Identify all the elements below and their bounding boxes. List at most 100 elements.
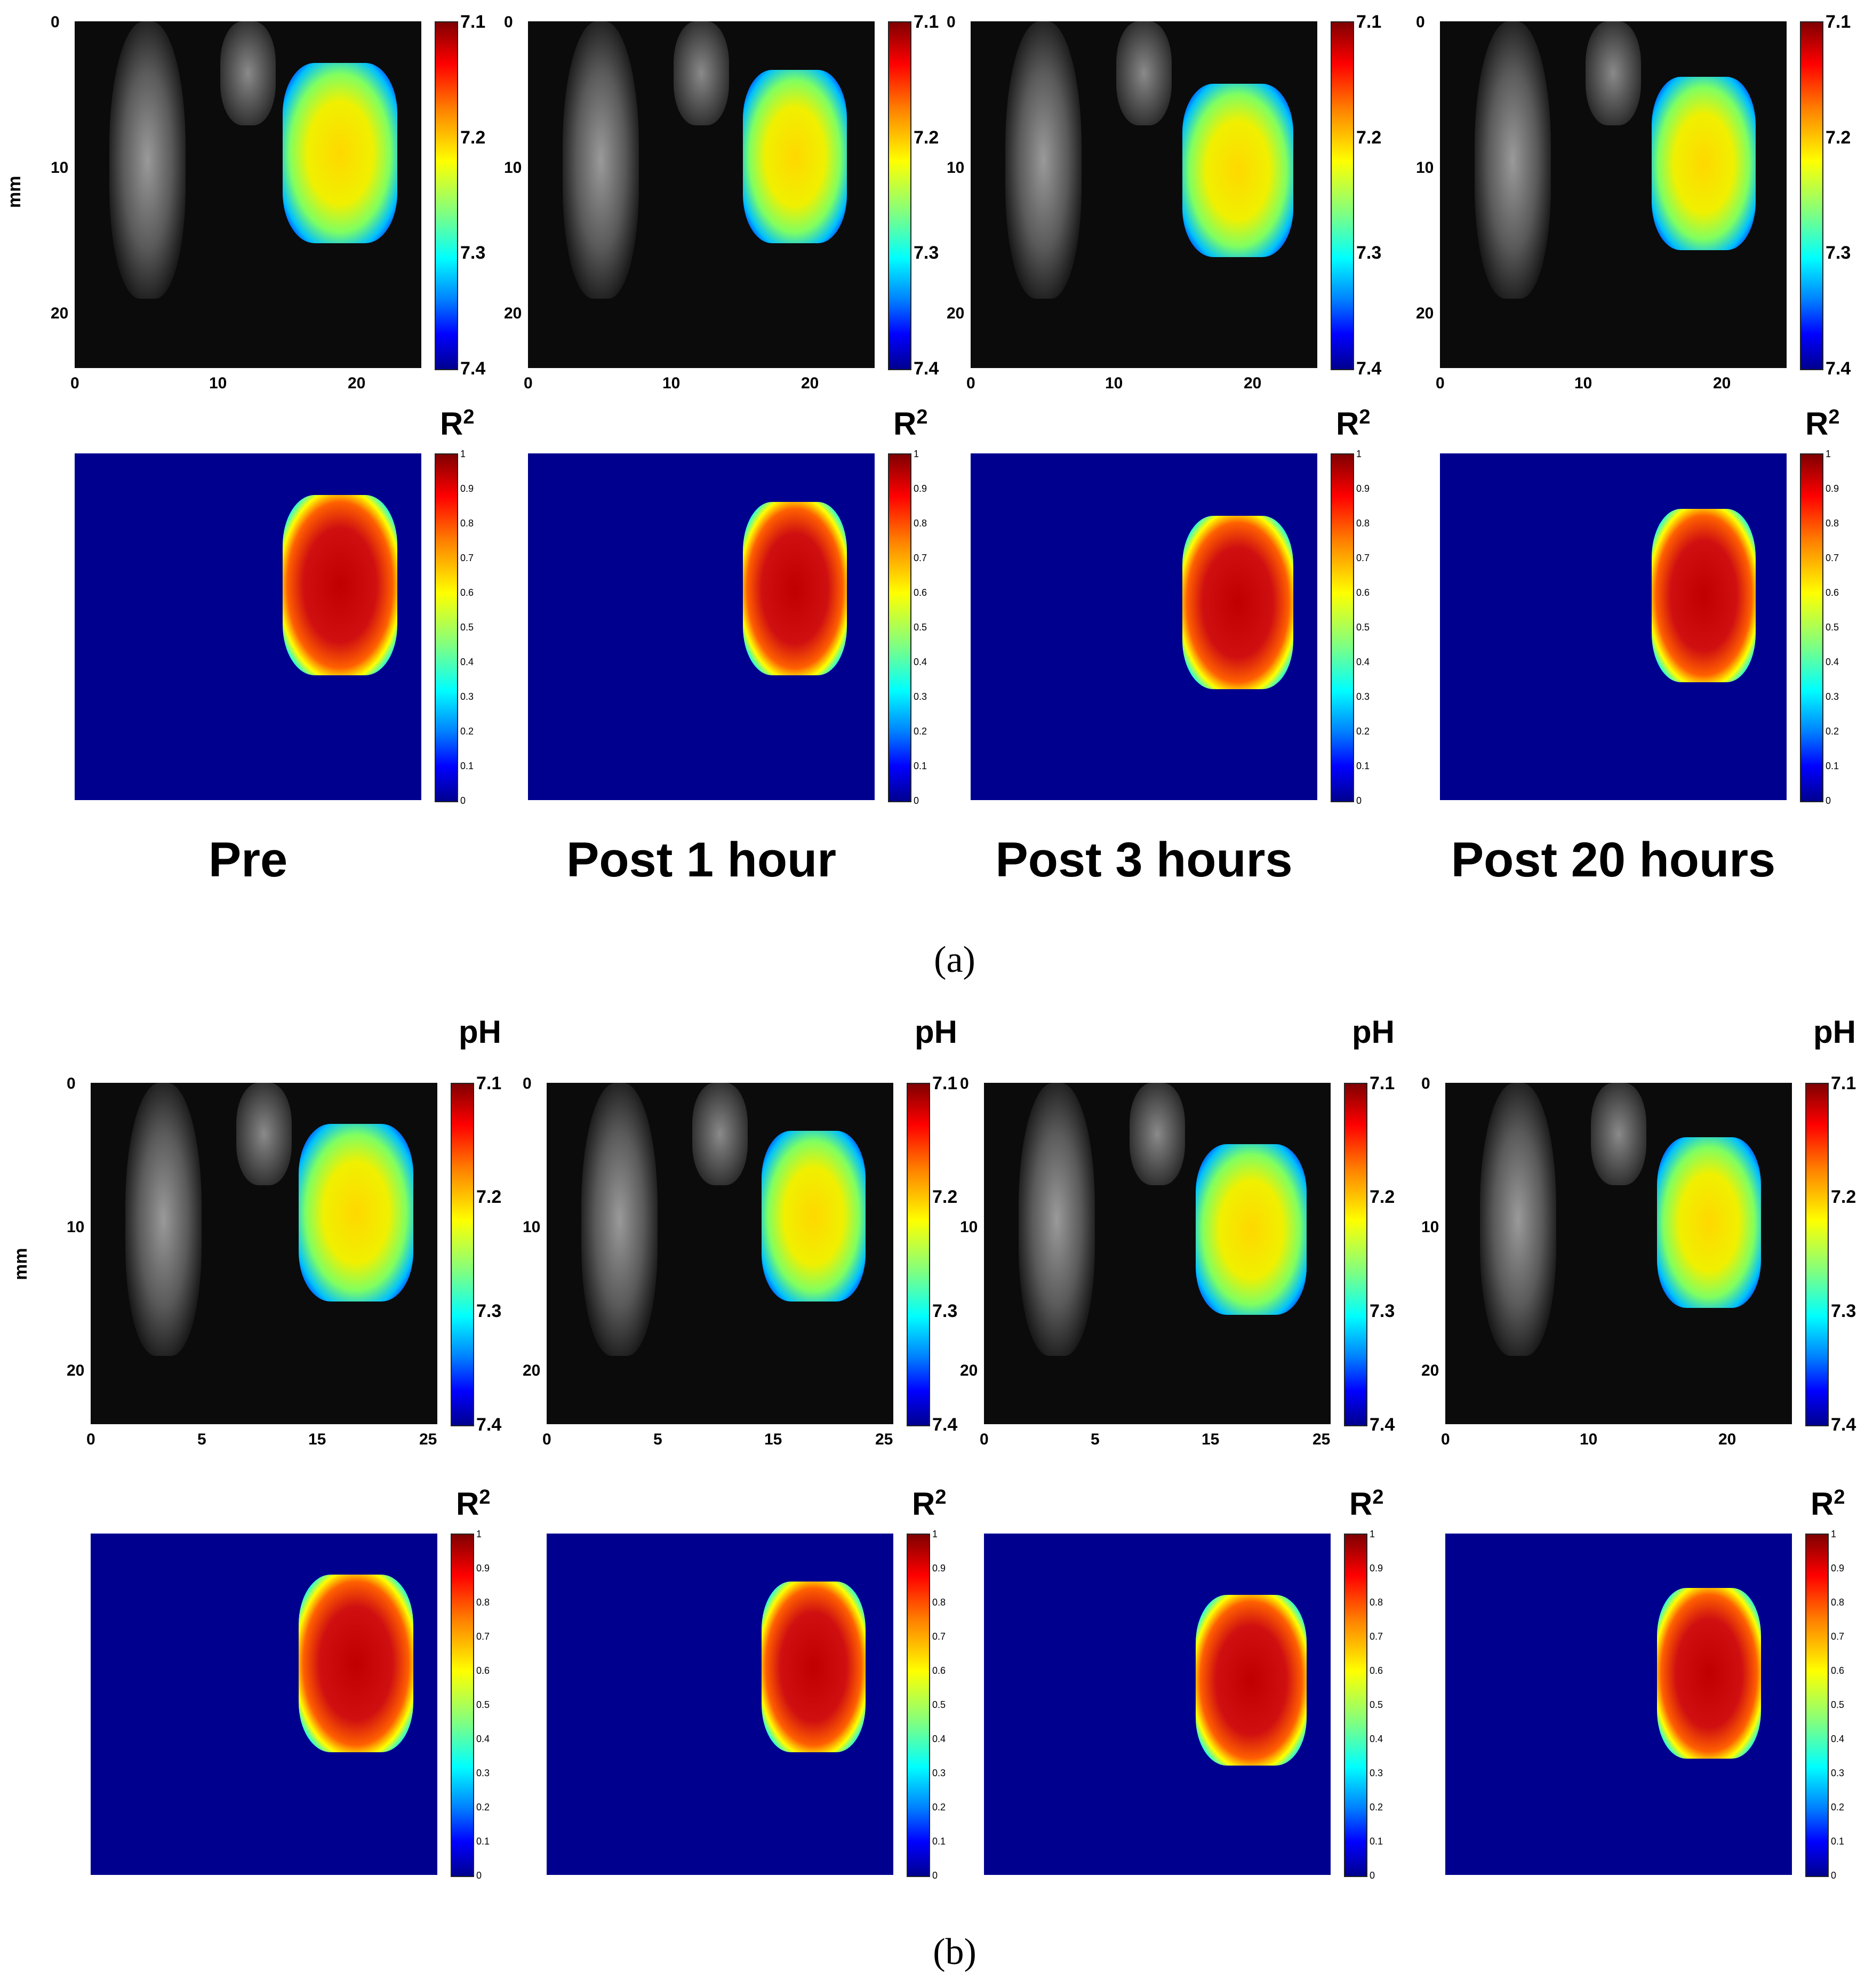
panel-a-r2-tick-1-6: 0.5: [460, 622, 474, 633]
panel-a-r2-tick-1-5: 0.6: [460, 587, 474, 598]
panel-b-ph-tick-3-4: 7.4: [1370, 1415, 1395, 1435]
panel-b-mri-image-3: [984, 1083, 1331, 1424]
panel-a-r2-tick-4-6: 0.5: [1826, 622, 1839, 633]
panel-a-r2-tick-4-2: 0.9: [1826, 483, 1839, 494]
panel-b-r2-tick-3-8: 0.3: [1370, 1768, 1383, 1778]
panel-a-y-tick-3-1: 0: [947, 13, 956, 31]
panel-a-r2-tick-4-1: 1: [1826, 449, 1831, 459]
panel-a-anatomy-4: [1475, 21, 1551, 299]
panel-a-x-tick-4-2: 10: [1574, 374, 1592, 392]
panel-a-r2-superscript-2: 2: [916, 406, 928, 428]
panel-a-condition-title-2: Post 1 hour: [566, 833, 837, 887]
panel-b-r2-tick-3-2: 0.9: [1370, 1563, 1383, 1574]
panel-b-ph-tick-1-1: 7.1: [476, 1073, 502, 1093]
panel-a-anatomy-small-2: [674, 21, 729, 125]
panel-b-r2-map-3: [984, 1534, 1331, 1875]
panel-a-ph-tick-4-4: 7.4: [1826, 358, 1851, 379]
panel-b-r2-tick-1-11: 0: [476, 1870, 482, 1881]
panel-a-r2-map-4: [1440, 453, 1787, 800]
panel-b-x-tick-1-1: 0: [86, 1431, 95, 1448]
panel-b-r2-blob-3: [1195, 1595, 1307, 1766]
panel-b-r2-tick-2-3: 0.8: [932, 1597, 946, 1608]
panel-a-r2-tick-3-11: 0: [1356, 795, 1362, 806]
panel-b-ph-label-4: pH: [1813, 1014, 1856, 1050]
panel-a-r2-label-1: R2: [440, 405, 474, 442]
panel-a-y-tick-2-1: 0: [504, 13, 513, 31]
panel-b-anatomy-4: [1480, 1083, 1556, 1356]
panel-a-r2-label-2: R2: [893, 405, 927, 442]
panel-a-r2-colorbar-3: [1331, 453, 1354, 802]
panel-b-r2-tick-3-3: 0.8: [1370, 1597, 1383, 1608]
panel-a-r2-tick-3-10: 0.1: [1356, 761, 1370, 771]
panel-a-r2-tick-4-5: 0.6: [1826, 587, 1839, 598]
panel-a-anatomy-1: [109, 21, 186, 299]
panel-b-r2-letter-1: R: [456, 1486, 479, 1522]
panel-a-r2-tick-2-3: 0.8: [914, 518, 927, 529]
panel-a-ph-overlay-1: [283, 63, 397, 243]
panel-a-x-tick-2-3: 20: [801, 374, 819, 392]
panel-a-r2-tick-4-8: 0.3: [1826, 691, 1839, 702]
panel-b-y-tick-3-1: 0: [960, 1075, 969, 1092]
panel-a-ph-tick-4-1: 7.1: [1826, 12, 1851, 32]
panel-a-ph-colorbar-1: [435, 21, 458, 370]
panel-b-r2-label-1: R2: [456, 1486, 490, 1522]
panel-b-r2-tick-3-5: 0.6: [1370, 1665, 1383, 1676]
panel-a-mri-image-4: [1440, 21, 1787, 368]
panel-a-ph-tick-3-3: 7.3: [1356, 243, 1382, 264]
panel-a-ph-tick-2-3: 7.3: [914, 243, 939, 264]
panel-a-r2-tick-1-1: 1: [460, 449, 466, 459]
panel-b-ph-overlay-2: [762, 1130, 866, 1302]
panel-b-r2-superscript-4: 2: [1834, 1486, 1845, 1508]
panel-a-r2-superscript-3: 2: [1359, 406, 1371, 428]
panel-a-y-tick-1-1: 0: [51, 13, 60, 31]
panel-b-r2-map-1: [91, 1534, 437, 1875]
panel-a-x-tick-2-1: 0: [524, 374, 533, 392]
panel-b-x-tick-2-2: 5: [653, 1431, 662, 1448]
panel-a-r2-colorbar-1: [435, 453, 458, 802]
panel-b-r2-tick-3-1: 1: [1370, 1529, 1375, 1539]
panel-a-x-tick-1-1: 0: [70, 374, 79, 392]
panel-b-y-tick-4-2: 10: [1421, 1218, 1439, 1236]
panel-a-r2-tick-1-11: 0: [460, 795, 466, 806]
panel-b-r2-tick-4-5: 0.6: [1831, 1665, 1845, 1676]
panel-a-r2-tick-3-2: 0.9: [1356, 483, 1370, 494]
panel-b-r2-tick-3-6: 0.5: [1370, 1699, 1383, 1710]
panel-b-ph-tick-3-3: 7.3: [1370, 1300, 1395, 1321]
panel-a-ph-tick-2-1: 7.1: [914, 12, 939, 32]
panel-b-r2-map-4: [1445, 1534, 1792, 1875]
panel-b-r2-label-4: R2: [1811, 1486, 1845, 1522]
panel-a-r2-tick-2-4: 0.7: [914, 553, 927, 563]
panel-b-x-tick-3-1: 0: [980, 1431, 989, 1448]
panel-b-r2-superscript-3: 2: [1372, 1486, 1384, 1508]
panel-a-r2-blob-1: [283, 495, 397, 675]
panel-b-x-tick-1-4: 25: [419, 1431, 437, 1448]
panel-b-x-tick-3-3: 15: [1202, 1431, 1220, 1448]
panel-b-y-tick-2-1: 0: [523, 1075, 532, 1092]
panel-b-r2-letter-3: R: [1349, 1486, 1373, 1522]
panel-a-ph-tick-3-4: 7.4: [1356, 358, 1382, 379]
panel-b-r2-tick-3-4: 0.7: [1370, 1631, 1383, 1642]
panel-b-mri-image-4: [1445, 1083, 1792, 1424]
panel-a-r2-colorbar-2: [888, 453, 911, 802]
panel-a-r2-superscript-1: 2: [463, 406, 475, 428]
panel-b-anatomy-small-4: [1591, 1083, 1646, 1185]
panel-b-r2-blob-2: [762, 1581, 866, 1752]
panel-b-r2-tick-4-2: 0.9: [1831, 1563, 1845, 1574]
panel-a-r2-tick-2-1: 1: [914, 449, 919, 459]
panel-b-x-tick-4-3: 20: [1718, 1431, 1736, 1448]
panel-b-anatomy-3: [1019, 1083, 1095, 1356]
panel-b-r2-tick-1-9: 0.2: [476, 1802, 490, 1813]
panel-b-x-tick-2-3: 15: [764, 1431, 782, 1448]
panel-b-ph-tick-1-2: 7.2: [476, 1187, 502, 1208]
panel-b-r2-tick-2-10: 0.1: [932, 1836, 946, 1847]
panel-b-r2-tick-2-4: 0.7: [932, 1631, 946, 1642]
panel-a-r2-map-1: [75, 453, 421, 800]
panel-a-ph-tick-2-2: 7.2: [914, 127, 939, 148]
panel-b-mri-image-1: [91, 1083, 437, 1424]
panel-b-mri-image-2: [547, 1083, 893, 1424]
panel-b-ph-colorbar-1: [451, 1083, 474, 1426]
panel-b-caption: (b): [933, 1931, 976, 1973]
panel-b-r2-colorbar-4: [1805, 1534, 1829, 1877]
panel-b-ph-tick-2-3: 7.3: [932, 1300, 958, 1321]
panel-b-r2-tick-1-1: 1: [476, 1529, 482, 1539]
